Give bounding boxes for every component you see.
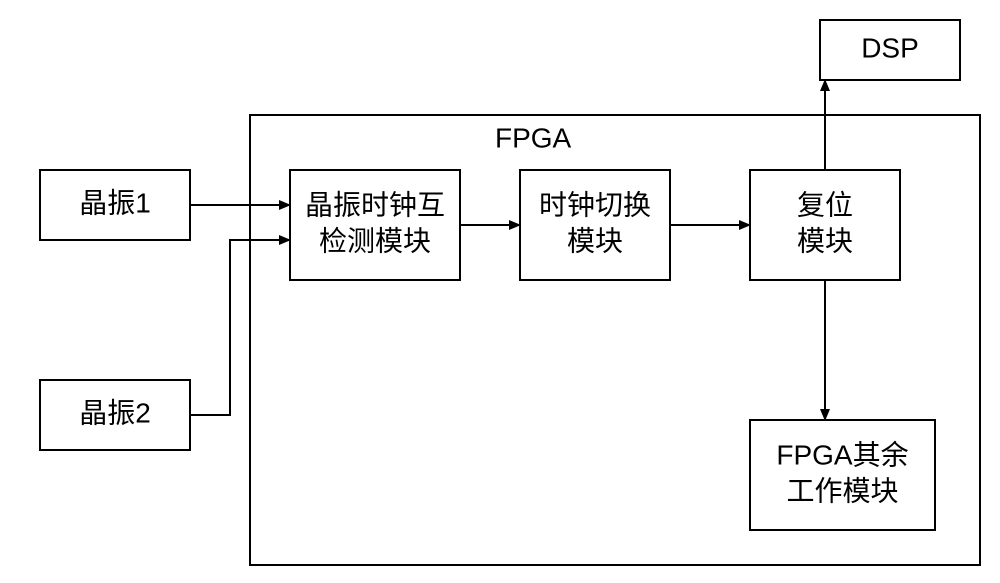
edge-osc2-to-mutual_detect [190,240,290,415]
clock-switch-node-label-1: 时钟切换 [539,189,651,220]
reset-node-label-2: 模块 [797,225,853,256]
fpga-other-node-label-1: FPGA其余 [776,439,908,470]
mutual-detect-node-label-2: 检测模块 [319,225,431,256]
mutual-detect-node-label-1: 晶振时钟互 [305,189,445,220]
fpga-other-node-label-2: 工作模块 [786,475,898,506]
oscillator-2-node-label: 晶振2 [79,397,151,428]
dsp-node-label: DSP [861,32,919,63]
fpga-label: FPGA [495,122,572,153]
oscillator-1-node-label: 晶振1 [79,187,151,218]
clock-switch-node-label-2: 模块 [567,225,623,256]
reset-node-label-1: 复位 [797,189,853,220]
